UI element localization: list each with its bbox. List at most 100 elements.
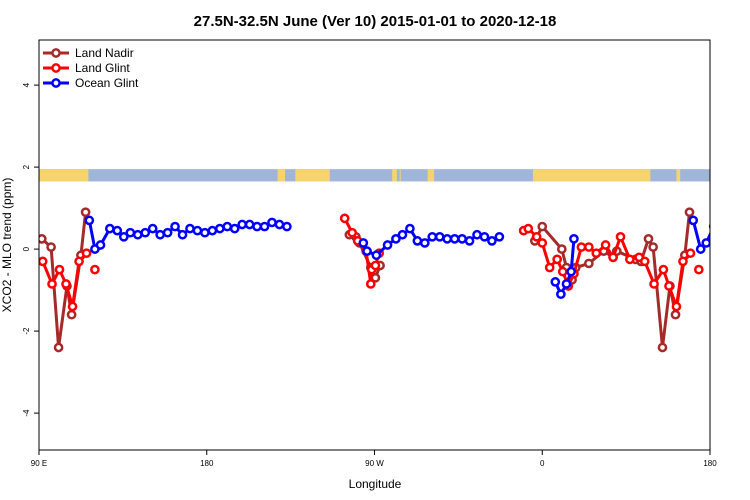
data-point bbox=[556, 289, 566, 300]
data-point bbox=[54, 264, 65, 275]
legend-label: Ocean Glint bbox=[75, 76, 139, 90]
data-point bbox=[382, 240, 393, 250]
legend-item: Land Glint bbox=[43, 61, 130, 75]
data-point bbox=[267, 217, 277, 228]
data-point bbox=[639, 256, 650, 267]
data-point bbox=[214, 223, 225, 234]
data-point bbox=[487, 236, 497, 246]
data-point bbox=[537, 221, 548, 232]
data-point bbox=[625, 254, 635, 265]
data-point bbox=[365, 279, 376, 289]
data-point bbox=[658, 264, 669, 275]
data-point bbox=[67, 301, 78, 312]
data-point bbox=[104, 223, 115, 234]
x-tick-label: 180 bbox=[703, 459, 717, 468]
data-point bbox=[229, 223, 240, 234]
data-point bbox=[39, 234, 47, 244]
data-point bbox=[282, 221, 292, 232]
data-point bbox=[237, 219, 248, 230]
data-point bbox=[112, 225, 123, 236]
data-point bbox=[47, 279, 57, 289]
y-tick-label: 4 bbox=[22, 82, 31, 87]
data-point bbox=[358, 238, 369, 248]
data-point bbox=[244, 219, 255, 230]
data-point bbox=[684, 207, 695, 218]
x-axis: 90 E 180 90 W 0 180 bbox=[31, 450, 717, 468]
data-point bbox=[688, 215, 699, 226]
x-tick-label: 180 bbox=[200, 459, 214, 468]
data-point bbox=[132, 229, 143, 240]
data-point bbox=[671, 301, 682, 312]
data-point bbox=[80, 207, 91, 218]
data-point bbox=[259, 221, 270, 232]
land-band-span bbox=[392, 169, 397, 182]
x-tick-label: 0 bbox=[540, 459, 545, 468]
data-point bbox=[670, 309, 681, 320]
land-band-span bbox=[295, 169, 330, 182]
data-point bbox=[347, 227, 357, 238]
data-point bbox=[81, 248, 92, 259]
data-point bbox=[732, 229, 739, 236]
data-point bbox=[391, 234, 401, 244]
data-point bbox=[693, 264, 704, 275]
y-tick-label: -4 bbox=[22, 409, 31, 417]
data-point bbox=[544, 262, 555, 273]
data-point bbox=[125, 227, 136, 238]
data-point bbox=[95, 240, 106, 250]
data-point bbox=[550, 277, 561, 287]
data-point bbox=[523, 223, 534, 234]
data-point bbox=[472, 229, 482, 240]
data-point bbox=[740, 231, 747, 238]
data-point bbox=[200, 227, 210, 238]
data-point bbox=[569, 234, 579, 244]
legend-marker bbox=[51, 78, 61, 88]
data-point bbox=[648, 242, 659, 252]
data-point bbox=[464, 236, 475, 246]
data-point bbox=[207, 225, 218, 236]
land-band-span bbox=[427, 169, 435, 182]
data-point bbox=[449, 234, 460, 244]
data-point bbox=[155, 229, 166, 240]
series-group-item bbox=[84, 215, 747, 300]
data-point bbox=[649, 279, 659, 289]
data-point bbox=[66, 309, 77, 320]
data-point bbox=[61, 279, 71, 289]
data-point bbox=[643, 234, 654, 244]
data-point bbox=[140, 227, 151, 238]
land-band-span bbox=[39, 169, 89, 182]
data-point bbox=[222, 221, 233, 232]
data-point bbox=[531, 231, 542, 242]
series-group-item bbox=[39, 207, 695, 353]
data-point bbox=[405, 223, 415, 234]
data-point bbox=[427, 231, 438, 242]
data-point bbox=[397, 229, 408, 240]
y-tick-label: -2 bbox=[22, 327, 31, 335]
legend-label: Land Glint bbox=[75, 61, 130, 75]
data-point bbox=[370, 260, 381, 271]
data-point bbox=[147, 223, 158, 234]
data-point bbox=[561, 279, 572, 289]
data-point bbox=[657, 342, 668, 353]
data-point bbox=[185, 223, 195, 234]
series-group bbox=[39, 207, 747, 353]
data-point bbox=[583, 242, 594, 252]
data-point bbox=[192, 225, 203, 236]
land-band-span bbox=[676, 169, 681, 182]
data-point bbox=[84, 215, 95, 226]
data-point bbox=[685, 248, 696, 259]
data-point bbox=[177, 229, 188, 240]
data-point bbox=[664, 281, 674, 291]
y-axis: -4 -2 0 2 4 bbox=[22, 82, 39, 417]
legend-item: Ocean Glint bbox=[43, 76, 139, 90]
legend-item: Land Nadir bbox=[43, 46, 134, 60]
x-tick-label: 90 W bbox=[365, 459, 384, 468]
data-point bbox=[608, 252, 618, 263]
land-ocean-mask-band bbox=[39, 169, 710, 182]
data-point bbox=[708, 223, 710, 230]
data-point bbox=[74, 256, 84, 267]
data-point bbox=[412, 236, 423, 246]
data-point bbox=[566, 266, 576, 277]
data-point bbox=[39, 256, 48, 267]
